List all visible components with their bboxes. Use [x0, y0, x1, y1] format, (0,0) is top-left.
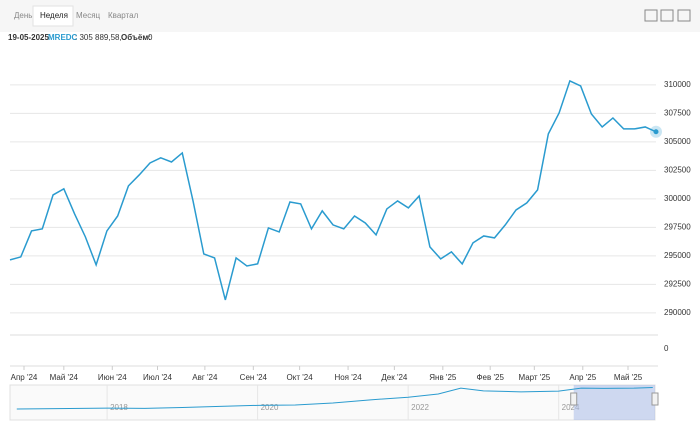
x-tick-label: Дек '24 [381, 373, 408, 382]
x-tick-label: Янв '25 [429, 373, 457, 382]
toolbar [0, 0, 700, 32]
info-symbol: MREDC [48, 33, 78, 42]
y-tick-label: 302500 [664, 166, 691, 175]
navigator-handle[interactable] [570, 392, 578, 406]
x-tick-label: Март '25 [518, 373, 550, 382]
y-tick-label: 292500 [664, 280, 691, 289]
x-tick-label: Май '25 [614, 373, 643, 382]
y-tick-label: 300000 [664, 194, 691, 203]
x-tick-label: Авг '24 [192, 373, 218, 382]
x-tick-label: Ноя '24 [334, 373, 362, 382]
y-tick-label: 310000 [664, 80, 691, 89]
x-tick-label: Май '24 [50, 373, 79, 382]
y-tick-label: 307500 [664, 109, 691, 118]
navigator-tick-label: 2018 [110, 403, 128, 412]
last-point [653, 129, 659, 135]
info-value: : 305 889,58, [75, 33, 122, 42]
x-tick-label: Фев '25 [476, 373, 504, 382]
volume-tick-label: 0 [664, 344, 669, 353]
navigator-line [16, 387, 653, 410]
navigator-handle[interactable] [651, 392, 659, 406]
x-tick-label: Июн '24 [98, 373, 127, 382]
y-tick-label: 290000 [664, 308, 691, 317]
info-volume: 0 [148, 33, 153, 42]
x-tick-label: Июл '24 [143, 373, 172, 382]
y-tick-label: 297500 [664, 223, 691, 232]
y-tick-label: 305000 [664, 137, 691, 146]
x-tick-label: Апр '25 [569, 373, 596, 382]
price-line [9, 79, 657, 301]
info-date: 19-05-2025 [8, 33, 49, 42]
tab[interactable]: День [14, 11, 32, 20]
y-tick-label: 295000 [664, 251, 691, 260]
info-volume-label: Объём: [121, 33, 151, 42]
navigator-tick-label: 2020 [261, 403, 279, 412]
selected-tab-bg [32, 5, 74, 27]
icon-line[interactable] [644, 9, 658, 22]
toolbar-icons [644, 9, 691, 22]
x-tick-label: Окт '24 [287, 373, 314, 382]
navigator-tick-label: 2024 [562, 403, 580, 412]
tab[interactable]: Квартал [108, 11, 139, 20]
tab[interactable]: Месяц [76, 11, 101, 20]
icon-candles[interactable] [677, 9, 691, 22]
tab[interactable]: Неделя [40, 11, 68, 20]
navigator-bg [9, 384, 656, 421]
x-tick-label: Сен '24 [240, 373, 268, 382]
navigator-window[interactable] [573, 385, 655, 420]
icon-bars[interactable] [660, 9, 674, 22]
navigator-tick-label: 2022 [411, 403, 429, 412]
x-tick-label: Апр '24 [11, 373, 38, 382]
